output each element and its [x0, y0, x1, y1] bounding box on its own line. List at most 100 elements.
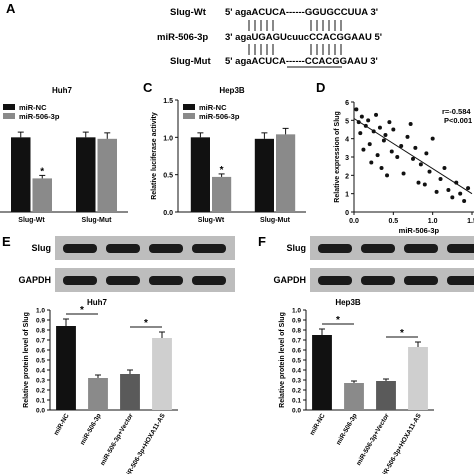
- x-tick-label: miR-506-3p: [335, 412, 359, 446]
- y-axis-title: Relative expression of Slug: [334, 111, 341, 202]
- scatter-point: [427, 169, 432, 174]
- scatter-point: [462, 199, 467, 203]
- y-tick-label: 0.5: [36, 358, 45, 365]
- blot-band: [361, 244, 395, 253]
- y-tick-label: 2: [345, 173, 349, 180]
- scatter-point: [367, 142, 372, 147]
- y-tick-label: 0: [345, 210, 349, 217]
- scatter-point: [405, 134, 410, 139]
- panel-e-title: Huh7: [87, 298, 108, 307]
- blot-band: [106, 276, 140, 285]
- significance-mark: *: [144, 318, 148, 329]
- x-tick-label: Slug-Wt: [18, 217, 45, 224]
- x-tick-label: miR-NC: [53, 412, 71, 436]
- blot-band: [318, 276, 352, 285]
- scatter-point: [366, 118, 371, 123]
- y-tick-label: 0.3: [36, 378, 45, 385]
- x-tick-label: Slug-Mut: [82, 217, 113, 224]
- y-axis-title: Relative protein level of Slug: [279, 312, 286, 408]
- x-tick-label: 1.5: [467, 218, 474, 225]
- legend-label: miR-NC: [19, 103, 47, 112]
- legend-swatch: [183, 104, 195, 110]
- y-tick-label: 1.5: [163, 98, 173, 105]
- bar: [76, 137, 96, 212]
- y-tick-label: 0.9: [36, 318, 45, 325]
- legend-label: miR-506-3p: [199, 112, 240, 121]
- scatter-point: [354, 107, 359, 112]
- y-tick-label: 0.8: [292, 328, 301, 335]
- blot-band: [318, 244, 352, 253]
- scatter-point: [359, 114, 364, 119]
- scatter-point: [375, 153, 380, 158]
- panel-c: C Hep3B 0.0 0.5 1.0 1.5 Relative luciferase …: [143, 80, 306, 224]
- y-tick-label: 0.3: [292, 378, 301, 385]
- bar: [312, 335, 332, 410]
- base-pairing-lines: [248, 20, 342, 55]
- scatter-point: [411, 156, 415, 161]
- panel-a-row-2-seq: 3' agaUGAGUcuucCCACGGAAU 5': [225, 32, 382, 43]
- correlation-r: r=-0.584: [442, 107, 471, 116]
- y-tick-label: 0.1: [36, 398, 45, 405]
- blot-band: [361, 276, 395, 285]
- panel-c-title: Hep3B: [219, 86, 245, 95]
- x-tick-label: miR-506-3p+Vector: [355, 412, 391, 467]
- chart-f: 0.0 0.1 0.2 0.3 0.4 0.5 0.6 0.7 0.8 0.9 1.0 Relativ…: [279, 308, 434, 474]
- panel-a-row-1-seq: 5' agaACUCA------GGUGCCUUA 3': [225, 7, 378, 18]
- scatter-point: [454, 180, 459, 185]
- scatter-point: [424, 151, 429, 156]
- legend-swatch: [3, 104, 15, 110]
- significance-mark: *: [336, 315, 340, 326]
- bar: [152, 338, 172, 410]
- y-tick-label: 0.5: [163, 173, 173, 180]
- scatter-point: [374, 112, 379, 117]
- significance-mark: *: [220, 165, 224, 176]
- panel-d-letter: D: [316, 80, 325, 95]
- x-tick-label: 1.0: [428, 218, 438, 225]
- y-tick-label: 0.0: [292, 408, 301, 415]
- y-tick-label: 0.2: [292, 388, 301, 395]
- y-tick-label: 0.7: [36, 338, 45, 345]
- scatter-point: [377, 125, 382, 130]
- y-tick-label: 0.2: [36, 388, 45, 395]
- chart-c: 0.0 0.5 1.0 1.5 Relative luciferase activity…: [151, 98, 306, 224]
- scatter-point: [361, 147, 366, 152]
- scatter-point: [408, 122, 413, 126]
- scatter-point: [387, 120, 392, 125]
- y-axis-title: Relative protein level of Slug: [23, 312, 30, 408]
- y-tick-label: 0.4: [292, 368, 301, 375]
- y-tick-label: 4: [345, 137, 349, 144]
- y-tick-label: 0.9: [292, 318, 301, 325]
- y-tick-label: 0.6: [292, 348, 301, 355]
- trend-line: [353, 118, 473, 195]
- scatter-point: [389, 149, 394, 154]
- bar: [120, 374, 140, 410]
- scatter-point: [430, 136, 435, 141]
- x-tick-label: Slug-Wt: [198, 217, 225, 224]
- panel-e-letter: E: [2, 234, 11, 249]
- bar: [11, 137, 31, 212]
- blot-row-label: GAPDH: [18, 275, 51, 285]
- bar: [276, 134, 296, 212]
- panel-f-title: Hep3B: [335, 298, 361, 307]
- scatter-point: [391, 127, 396, 132]
- bar: [344, 383, 364, 410]
- blot-band: [149, 276, 183, 285]
- y-tick-label: 1.0: [36, 308, 45, 315]
- bar: [32, 178, 52, 212]
- blot-band: [404, 276, 438, 285]
- panel-f-letter: F: [258, 234, 266, 249]
- scatter-point: [450, 195, 455, 200]
- panel-a-row-1-label: Slug-Wt: [170, 7, 207, 18]
- blot-band: [404, 244, 438, 253]
- scatter-point: [395, 155, 400, 159]
- panel-b-title: Huh7: [52, 86, 73, 95]
- bar: [190, 137, 210, 212]
- x-axis-title: miR-506-3p: [399, 226, 440, 235]
- panel-a: A Slug-Wt 5' agaACUCA------GGUGCCUUA 3' …: [6, 1, 382, 68]
- scatter-point: [399, 144, 404, 148]
- scatter-point: [418, 162, 423, 167]
- blot-band: [192, 276, 226, 285]
